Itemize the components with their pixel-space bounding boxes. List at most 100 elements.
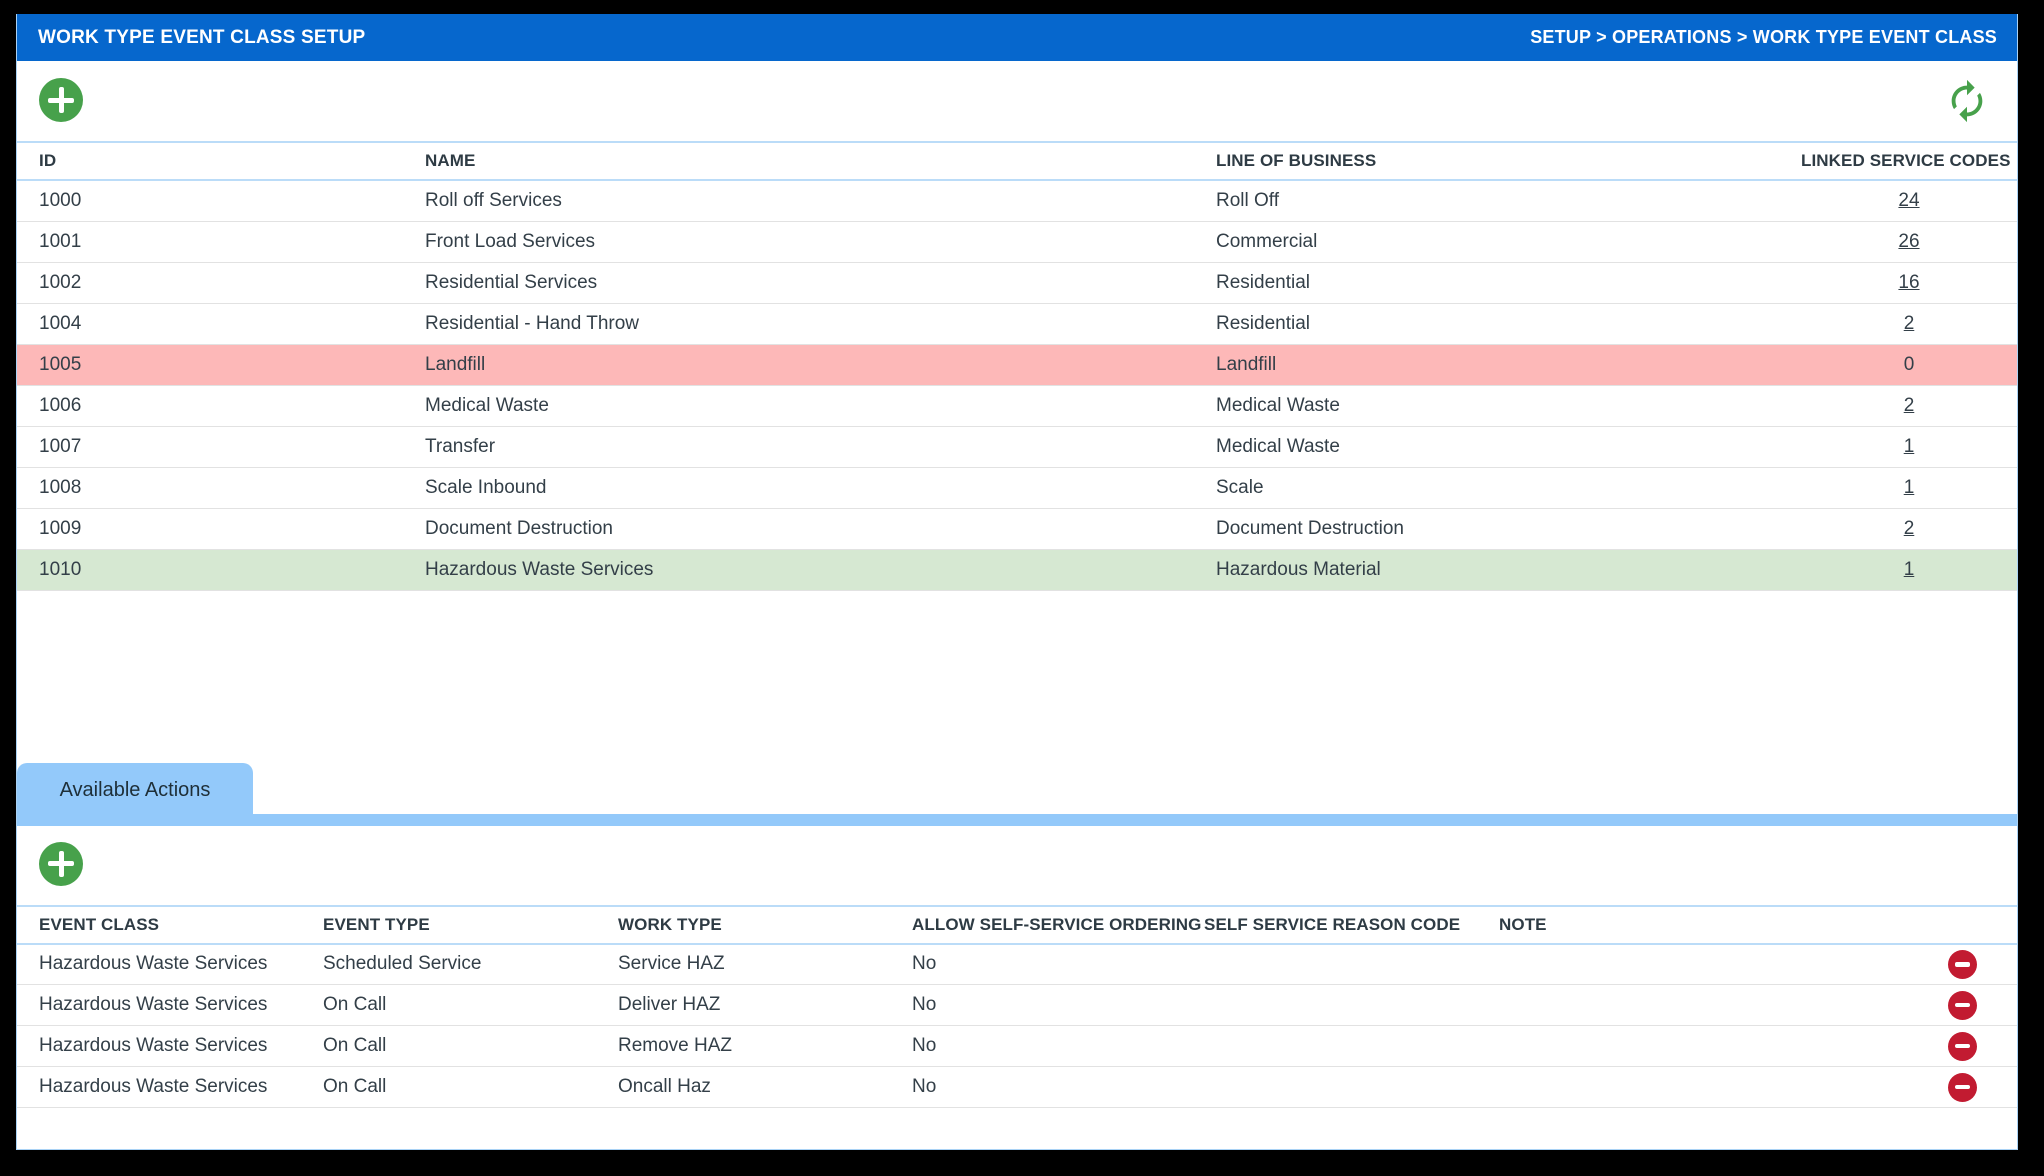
column-header-event-type: EVENT TYPE xyxy=(323,914,430,934)
event-class-table-body: 1000 Roll off Services Roll Off 24 1001 Front… xyxy=(17,180,2017,590)
cell-line-of-business: Medical Waste xyxy=(1216,394,1340,416)
cell-name: Front Load Services xyxy=(425,230,596,252)
column-header-event-class: EVENT CLASS xyxy=(39,914,160,934)
available-actions-table: EVENT CLASS EVENT TYPE WORK TYPE ALLOW S… xyxy=(17,905,2017,1109)
cell-event-type: Scheduled Service xyxy=(323,953,482,975)
add-action-button[interactable] xyxy=(39,841,83,886)
refresh-icon xyxy=(1944,78,1990,124)
cell-linked-service-codes: 2 xyxy=(1801,303,2017,344)
cell-line-of-business: Medical Waste xyxy=(1216,435,1340,457)
column-header-linked-service-codes: LINKED SERVICE CODES xyxy=(1801,151,2011,170)
event-class-table-header: ID NAME LINE OF BUSINESS LINKED SERVICE … xyxy=(17,142,2017,180)
column-header-work-type: WORK TYPE xyxy=(618,914,722,934)
event-class-row[interactable]: 1008 Scale Inbound Scale 1 xyxy=(17,467,2017,508)
event-class-row[interactable]: 1009 Document Destruction Document Destruc… xyxy=(17,508,2017,549)
cell-linked-service-codes: 2 xyxy=(1801,508,2017,549)
event-class-row[interactable]: 1010 Hazardous Waste Services Hazardous Ma… xyxy=(17,549,2017,590)
minus-icon xyxy=(1954,1084,1970,1090)
linked-service-codes-link[interactable]: 1 xyxy=(1903,476,1915,498)
cell-event-class: Hazardous Waste Services xyxy=(39,994,268,1015)
cell-id: 1009 xyxy=(39,517,82,539)
column-header-delete xyxy=(1907,906,2017,944)
event-class-row[interactable]: 1002 Residential Services Residential 16 xyxy=(17,262,2017,303)
cell-id: 1008 xyxy=(39,476,82,498)
action-row[interactable]: Hazardous Waste Services On Call Oncall Ha… xyxy=(17,1067,2017,1108)
cell-allow-self-service-ordering: No xyxy=(912,994,937,1015)
cell-name: Landfill xyxy=(425,353,486,375)
linked-service-codes-link[interactable]: 2 xyxy=(1903,312,1915,334)
add-event-class-button[interactable] xyxy=(39,78,83,122)
cell-id: 1000 xyxy=(39,189,82,211)
cell-line-of-business: Hazardous Material xyxy=(1216,558,1381,580)
linked-service-codes-link[interactable]: 1 xyxy=(1903,435,1915,457)
cell-allow-self-service-ordering: No xyxy=(912,1076,937,1097)
linked-service-codes-link[interactable]: 2 xyxy=(1903,517,1915,539)
linked-service-codes-link[interactable]: 24 xyxy=(1898,189,1920,211)
column-header-note: NOTE xyxy=(1499,914,1547,934)
cell-id: 1006 xyxy=(39,394,82,416)
cell-allow-self-service-ordering: No xyxy=(912,953,937,975)
column-header-self-service-reason-code: SELF SERVICE REASON CODE xyxy=(1204,914,1461,934)
cell-name: Scale Inbound xyxy=(425,476,547,498)
minus-icon xyxy=(1954,1043,1970,1049)
delete-action-button[interactable] xyxy=(1947,1031,1977,1061)
event-class-row[interactable]: 1000 Roll off Services Roll Off 24 xyxy=(17,180,2017,221)
action-row[interactable]: Hazardous Waste Services Scheduled Servic… xyxy=(17,944,2017,985)
event-class-row[interactable]: 1004 Residential - Hand Throw Residential 2 xyxy=(17,303,2017,344)
linked-service-codes-link[interactable]: 16 xyxy=(1898,271,1920,293)
minus-icon xyxy=(1954,1002,1970,1008)
cell-event-class: Hazardous Waste Services xyxy=(39,1076,268,1097)
page-title: WORK TYPE EVENT CLASS SETUP xyxy=(38,26,366,48)
cell-id: 1004 xyxy=(39,312,82,334)
table-gap xyxy=(17,591,2017,763)
cell-delete xyxy=(1907,1067,2017,1108)
cell-allow-self-service-ordering: No xyxy=(912,1035,937,1056)
tab-strip: Available Actions xyxy=(17,762,2017,826)
tab-available-actions[interactable]: Available Actions xyxy=(17,762,253,826)
cell-linked-service-codes: 1 xyxy=(1801,467,2017,508)
delete-action-button[interactable] xyxy=(1947,1072,1977,1102)
column-header-line-of-business: LINE OF BUSINESS xyxy=(1216,151,1377,170)
cell-name: Document Destruction xyxy=(425,517,613,539)
linked-service-codes-link[interactable]: 2 xyxy=(1903,394,1915,416)
breadcrumb[interactable]: SETUP > OPERATIONS > WORK TYPE EVENT CLA… xyxy=(1530,27,1997,47)
cell-work-type: Oncall Haz xyxy=(618,1076,711,1097)
delete-action-button[interactable] xyxy=(1947,949,1977,979)
action-row[interactable]: Hazardous Waste Services On Call Deliver H… xyxy=(17,985,2017,1026)
cell-name: Residential Services xyxy=(425,271,598,293)
cell-line-of-business: Commercial xyxy=(1216,230,1318,252)
cell-line-of-business: Roll Off xyxy=(1216,189,1280,211)
cell-name: Transfer xyxy=(425,435,496,457)
actions-table-body: Hazardous Waste Services Scheduled Servic… xyxy=(17,944,2017,1108)
refresh-button[interactable] xyxy=(1943,77,1991,125)
cell-note xyxy=(1499,1067,1907,1108)
column-header-allow-self-service-ordering: ALLOW SELF-SERVICE ORDERING xyxy=(912,914,1202,934)
action-row[interactable]: Hazardous Waste Services On Call Remove HA… xyxy=(17,1026,2017,1067)
event-class-row[interactable]: 1007 Transfer Medical Waste 1 xyxy=(17,426,2017,467)
event-class-row[interactable]: 1006 Medical Waste Medical Waste 2 xyxy=(17,385,2017,426)
event-class-row[interactable]: 1001 Front Load Services Commercial 26 xyxy=(17,221,2017,262)
plus-icon xyxy=(48,850,74,877)
linked-service-codes-link[interactable]: 1 xyxy=(1903,558,1915,580)
cell-id: 1005 xyxy=(39,353,82,375)
cell-self-service-reason-code xyxy=(1204,1026,1499,1067)
cell-name: Residential - Hand Throw xyxy=(425,312,640,334)
cell-linked-service-codes: 26 xyxy=(1801,221,2017,262)
cell-line-of-business: Document Destruction xyxy=(1216,517,1404,539)
delete-action-button[interactable] xyxy=(1947,990,1977,1020)
cell-note xyxy=(1499,985,1907,1026)
plus-icon xyxy=(48,87,74,113)
cell-id: 1007 xyxy=(39,435,82,457)
cell-self-service-reason-code xyxy=(1204,944,1499,985)
cell-linked-service-codes: 2 xyxy=(1801,385,2017,426)
linked-service-codes-link[interactable]: 26 xyxy=(1898,230,1920,252)
cell-name: Hazardous Waste Services xyxy=(425,558,654,580)
cell-event-type: On Call xyxy=(323,1035,387,1056)
cell-line-of-business: Residential xyxy=(1216,312,1310,334)
event-class-row[interactable]: 1005 Landfill Landfill 0 xyxy=(17,344,2017,385)
actions-table-header: EVENT CLASS EVENT TYPE WORK TYPE ALLOW S… xyxy=(17,905,2017,944)
cell-delete xyxy=(1907,1026,2017,1067)
cell-note xyxy=(1499,944,1907,985)
cell-linked-service-codes: 0 xyxy=(1801,344,2017,385)
cell-delete xyxy=(1907,985,2017,1026)
